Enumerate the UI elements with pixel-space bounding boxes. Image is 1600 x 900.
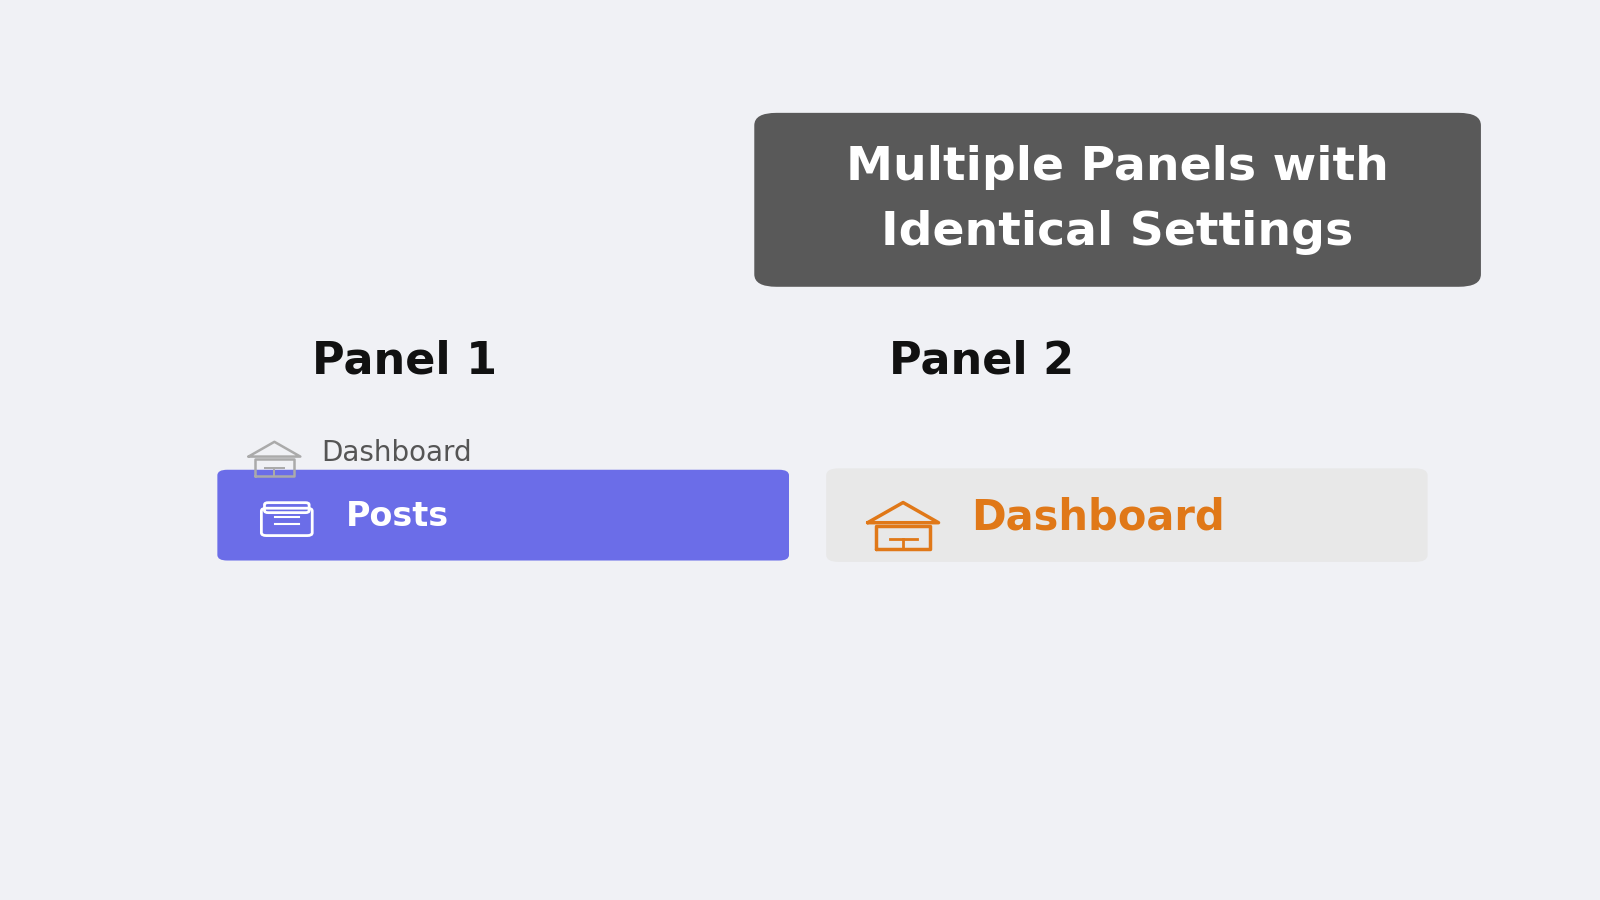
Text: Posts: Posts bbox=[346, 500, 450, 533]
Text: Dashboard: Dashboard bbox=[971, 496, 1226, 538]
FancyBboxPatch shape bbox=[218, 470, 789, 561]
FancyBboxPatch shape bbox=[754, 112, 1482, 287]
FancyBboxPatch shape bbox=[826, 468, 1427, 562]
Text: Panel 2: Panel 2 bbox=[888, 339, 1074, 382]
Text: Dashboard: Dashboard bbox=[322, 439, 472, 467]
Text: Panel 1: Panel 1 bbox=[312, 339, 498, 382]
Text: Multiple Panels with: Multiple Panels with bbox=[846, 145, 1389, 190]
Text: Identical Settings: Identical Settings bbox=[882, 210, 1354, 255]
